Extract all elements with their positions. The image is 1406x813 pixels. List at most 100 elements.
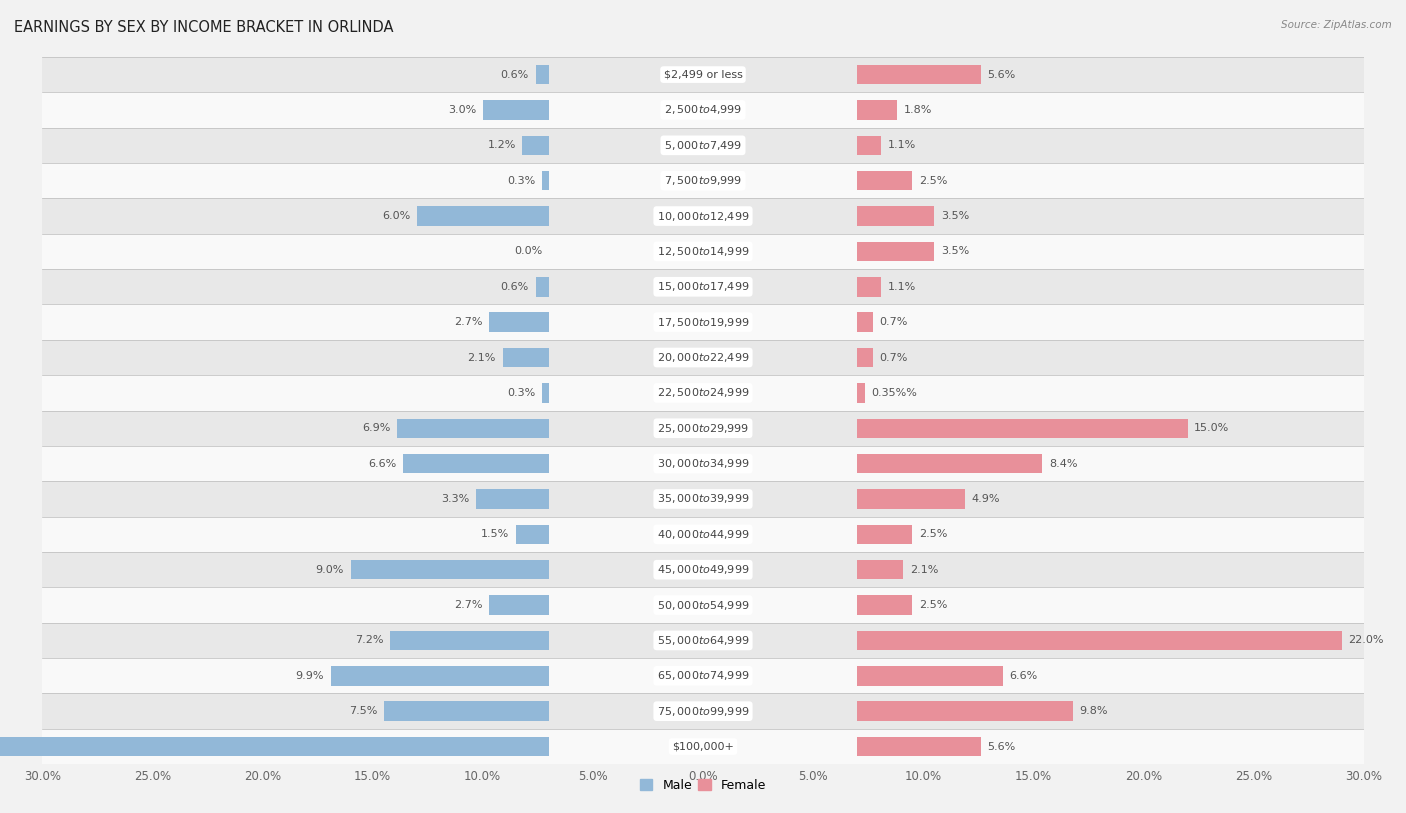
Text: $12,500 to $14,999: $12,500 to $14,999 — [657, 245, 749, 258]
Text: 2.7%: 2.7% — [454, 600, 482, 610]
Bar — [858, 631, 1341, 650]
Text: 0.6%: 0.6% — [501, 282, 529, 292]
Text: 3.0%: 3.0% — [449, 105, 477, 115]
Text: 2.5%: 2.5% — [920, 176, 948, 185]
Text: 4.9%: 4.9% — [972, 494, 1000, 504]
Bar — [404, 454, 548, 473]
Text: $50,000 to $54,999: $50,000 to $54,999 — [657, 598, 749, 611]
Bar — [858, 666, 1002, 685]
Bar — [42, 411, 1364, 446]
Bar — [858, 524, 912, 544]
Text: 9.0%: 9.0% — [315, 565, 344, 575]
Text: $5,000 to $7,499: $5,000 to $7,499 — [664, 139, 742, 152]
Bar — [536, 65, 548, 85]
Text: $22,500 to $24,999: $22,500 to $24,999 — [657, 386, 749, 399]
Bar — [482, 100, 548, 120]
Text: 6.6%: 6.6% — [368, 459, 396, 468]
Bar — [858, 136, 882, 155]
Text: 2.1%: 2.1% — [468, 353, 496, 363]
Bar — [42, 623, 1364, 659]
Bar — [42, 517, 1364, 552]
Text: $45,000 to $49,999: $45,000 to $49,999 — [657, 563, 749, 576]
Text: 6.6%: 6.6% — [1010, 671, 1038, 680]
Text: 0.35%%: 0.35%% — [872, 388, 917, 398]
Bar — [858, 419, 1188, 438]
Text: 5.6%: 5.6% — [987, 741, 1015, 751]
Bar — [516, 524, 548, 544]
Bar — [384, 702, 548, 721]
Bar — [42, 163, 1364, 198]
Bar — [42, 233, 1364, 269]
Text: 1.1%: 1.1% — [889, 141, 917, 150]
Text: $2,500 to $4,999: $2,500 to $4,999 — [664, 103, 742, 116]
Bar — [330, 666, 548, 685]
Bar — [858, 702, 1073, 721]
Bar — [350, 560, 548, 580]
Text: 1.8%: 1.8% — [904, 105, 932, 115]
Text: 8.4%: 8.4% — [1049, 459, 1077, 468]
Text: 1.1%: 1.1% — [889, 282, 917, 292]
Bar — [543, 171, 548, 190]
Text: 0.0%: 0.0% — [515, 246, 543, 256]
Text: 6.9%: 6.9% — [361, 424, 391, 433]
Bar — [858, 383, 865, 402]
Text: $40,000 to $44,999: $40,000 to $44,999 — [657, 528, 749, 541]
Text: $65,000 to $74,999: $65,000 to $74,999 — [657, 669, 749, 682]
Bar — [416, 207, 548, 226]
Bar — [858, 489, 965, 509]
Bar — [858, 171, 912, 190]
Text: 0.6%: 0.6% — [501, 70, 529, 80]
Bar — [858, 454, 1042, 473]
Bar — [858, 312, 873, 332]
Bar — [42, 481, 1364, 517]
Text: 15.0%: 15.0% — [1194, 424, 1229, 433]
Bar — [858, 100, 897, 120]
Bar — [858, 241, 934, 261]
Bar — [489, 312, 548, 332]
Text: $100,000+: $100,000+ — [672, 741, 734, 751]
Text: 0.7%: 0.7% — [879, 353, 908, 363]
Text: 0.3%: 0.3% — [508, 388, 536, 398]
Text: $55,000 to $64,999: $55,000 to $64,999 — [657, 634, 749, 647]
Text: 3.5%: 3.5% — [941, 211, 969, 221]
Bar — [42, 659, 1364, 693]
Text: 22.0%: 22.0% — [1348, 636, 1384, 646]
Bar — [858, 595, 912, 615]
Bar — [391, 631, 548, 650]
Text: 5.6%: 5.6% — [987, 70, 1015, 80]
Text: $75,000 to $99,999: $75,000 to $99,999 — [657, 705, 749, 718]
Text: 9.8%: 9.8% — [1080, 706, 1108, 716]
Bar — [42, 269, 1364, 304]
Bar — [396, 419, 548, 438]
Bar — [42, 128, 1364, 163]
Text: 6.0%: 6.0% — [382, 211, 411, 221]
Text: 2.7%: 2.7% — [454, 317, 482, 327]
Text: $17,500 to $19,999: $17,500 to $19,999 — [657, 315, 749, 328]
Text: $25,000 to $29,999: $25,000 to $29,999 — [657, 422, 749, 435]
Text: 1.5%: 1.5% — [481, 529, 509, 539]
Bar — [42, 92, 1364, 128]
Bar — [489, 595, 548, 615]
Legend: Male, Female: Male, Female — [636, 774, 770, 797]
Text: $15,000 to $17,499: $15,000 to $17,499 — [657, 280, 749, 293]
Text: $2,499 or less: $2,499 or less — [664, 70, 742, 80]
Bar — [543, 383, 548, 402]
Bar — [858, 737, 980, 756]
Bar — [858, 207, 934, 226]
Bar — [42, 198, 1364, 234]
Text: $20,000 to $22,499: $20,000 to $22,499 — [657, 351, 749, 364]
Bar — [42, 376, 1364, 411]
Bar — [502, 348, 548, 367]
Bar — [42, 729, 1364, 764]
Bar — [42, 693, 1364, 729]
Bar — [42, 340, 1364, 375]
Text: 9.9%: 9.9% — [295, 671, 325, 680]
Bar — [42, 304, 1364, 340]
Bar — [0, 737, 548, 756]
Text: 0.3%: 0.3% — [508, 176, 536, 185]
Text: 3.5%: 3.5% — [941, 246, 969, 256]
Text: $7,500 to $9,999: $7,500 to $9,999 — [664, 174, 742, 187]
Bar — [477, 489, 548, 509]
Bar — [42, 587, 1364, 623]
Text: $10,000 to $12,499: $10,000 to $12,499 — [657, 210, 749, 223]
